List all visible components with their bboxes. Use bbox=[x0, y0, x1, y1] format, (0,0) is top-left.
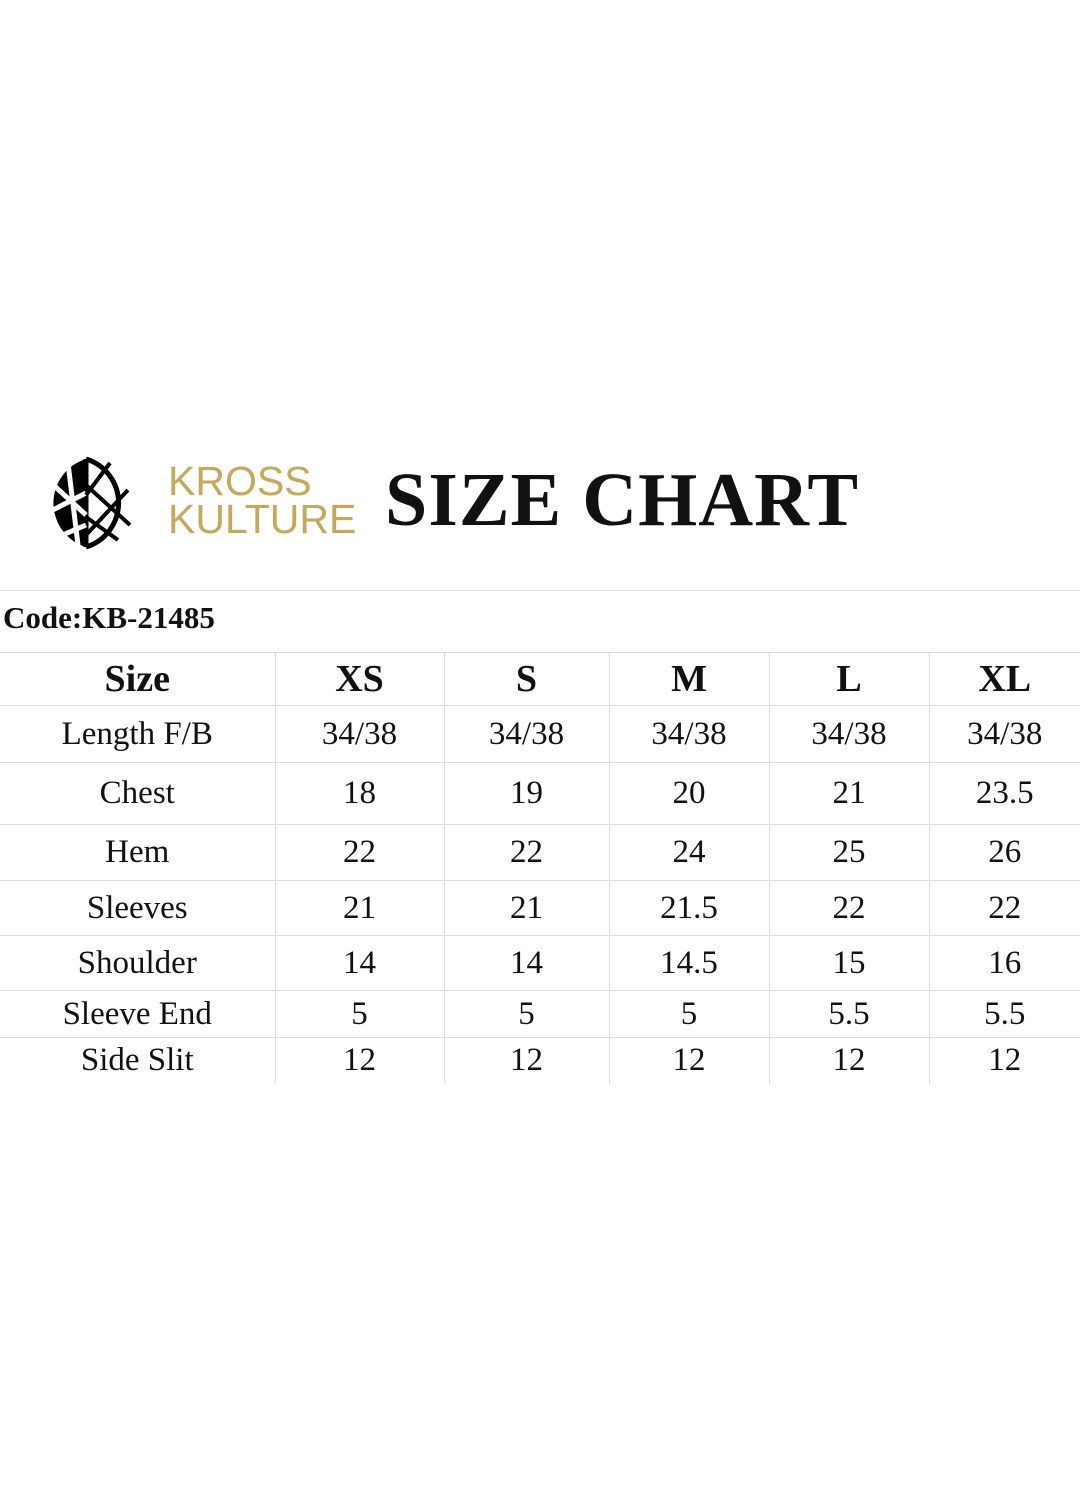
row-label: Shoulder bbox=[0, 935, 275, 991]
table-cell: XS bbox=[274, 652, 444, 706]
table-cell: 22 bbox=[928, 880, 1080, 936]
table-cell: 15 bbox=[768, 935, 929, 991]
divider bbox=[0, 590, 1080, 591]
table-cell: 26 bbox=[928, 824, 1080, 881]
table-row: Sleeves 21 21 21.5 22 22 bbox=[0, 880, 1080, 936]
kross-kulture-logo-icon bbox=[41, 456, 132, 550]
table-cell: 14 bbox=[274, 935, 444, 991]
size-table: Size XS S M L XL Length F/B 34/38 34/38 34/38 34/3… bbox=[0, 652, 1080, 1084]
table-row: Length F/B 34/38 34/38 34/38 34/38 34/38 bbox=[0, 705, 1080, 763]
table-cell: 25 bbox=[768, 824, 929, 881]
table-cell: 24 bbox=[608, 824, 769, 881]
table-cell: 34/38 bbox=[928, 705, 1080, 763]
table-row: Sleeve End 5 5 5 5.5 5.5 bbox=[0, 990, 1080, 1038]
table-cell: 16 bbox=[928, 935, 1080, 991]
table-cell: 34/38 bbox=[443, 705, 609, 763]
table-cell: 5.5 bbox=[768, 990, 929, 1038]
table-cell: 12 bbox=[928, 1037, 1080, 1084]
table-cell: 14 bbox=[443, 935, 609, 991]
table-cell: 21 bbox=[274, 880, 444, 936]
page-title: SIZE CHART bbox=[385, 458, 860, 542]
row-label: Sleeves bbox=[0, 880, 275, 936]
brand-line1: KROSS bbox=[168, 458, 312, 504]
table-cell: L bbox=[768, 652, 929, 706]
table-cell: 19 bbox=[443, 762, 609, 825]
table-cell: 12 bbox=[443, 1037, 609, 1084]
table-cell: 21.5 bbox=[608, 880, 769, 936]
table-cell: S bbox=[443, 652, 609, 706]
table-cell: 34/38 bbox=[274, 705, 444, 763]
table-cell: M bbox=[608, 652, 769, 706]
table-cell: 22 bbox=[443, 824, 609, 881]
table-row: Side Slit 12 12 12 12 12 bbox=[0, 1037, 1080, 1084]
table-cell: 14.5 bbox=[608, 935, 769, 991]
row-label: Hem bbox=[0, 824, 275, 881]
table-cell: 22 bbox=[768, 880, 929, 936]
table-cell: 5 bbox=[274, 990, 444, 1038]
table-cell: 12 bbox=[274, 1037, 444, 1084]
table-cell: 34/38 bbox=[608, 705, 769, 763]
table-cell: XL bbox=[928, 652, 1080, 706]
product-code: Code:KB-21485 bbox=[3, 600, 215, 635]
table-cell: 5 bbox=[608, 990, 769, 1038]
table-header-row: Size XS S M L XL bbox=[0, 652, 1080, 706]
table-cell: 18 bbox=[274, 762, 444, 825]
table-cell: 21 bbox=[443, 880, 609, 936]
table-row: Hem 22 22 24 25 26 bbox=[0, 824, 1080, 881]
table-cell: 21 bbox=[768, 762, 929, 825]
table-cell: 5 bbox=[443, 990, 609, 1038]
row-label: Chest bbox=[0, 762, 275, 825]
table-row: Shoulder 14 14 14.5 15 16 bbox=[0, 935, 1080, 991]
table-cell: 23.5 bbox=[928, 762, 1080, 825]
table-cell: 20 bbox=[608, 762, 769, 825]
row-label: Side Slit bbox=[0, 1037, 275, 1084]
table-cell: 34/38 bbox=[768, 705, 929, 763]
row-label: Sleeve End bbox=[0, 990, 275, 1038]
brand-name: KROSS KULTURE bbox=[168, 458, 357, 542]
row-label: Length F/B bbox=[0, 705, 275, 763]
table-cell: 5.5 bbox=[928, 990, 1080, 1038]
brand-line2: KULTURE bbox=[168, 496, 357, 542]
table-cell: 22 bbox=[274, 824, 444, 881]
table-cell: 12 bbox=[768, 1037, 929, 1084]
row-label: Size bbox=[0, 652, 275, 706]
table-cell: 12 bbox=[608, 1037, 769, 1084]
table-row: Chest 18 19 20 21 23.5 bbox=[0, 762, 1080, 825]
